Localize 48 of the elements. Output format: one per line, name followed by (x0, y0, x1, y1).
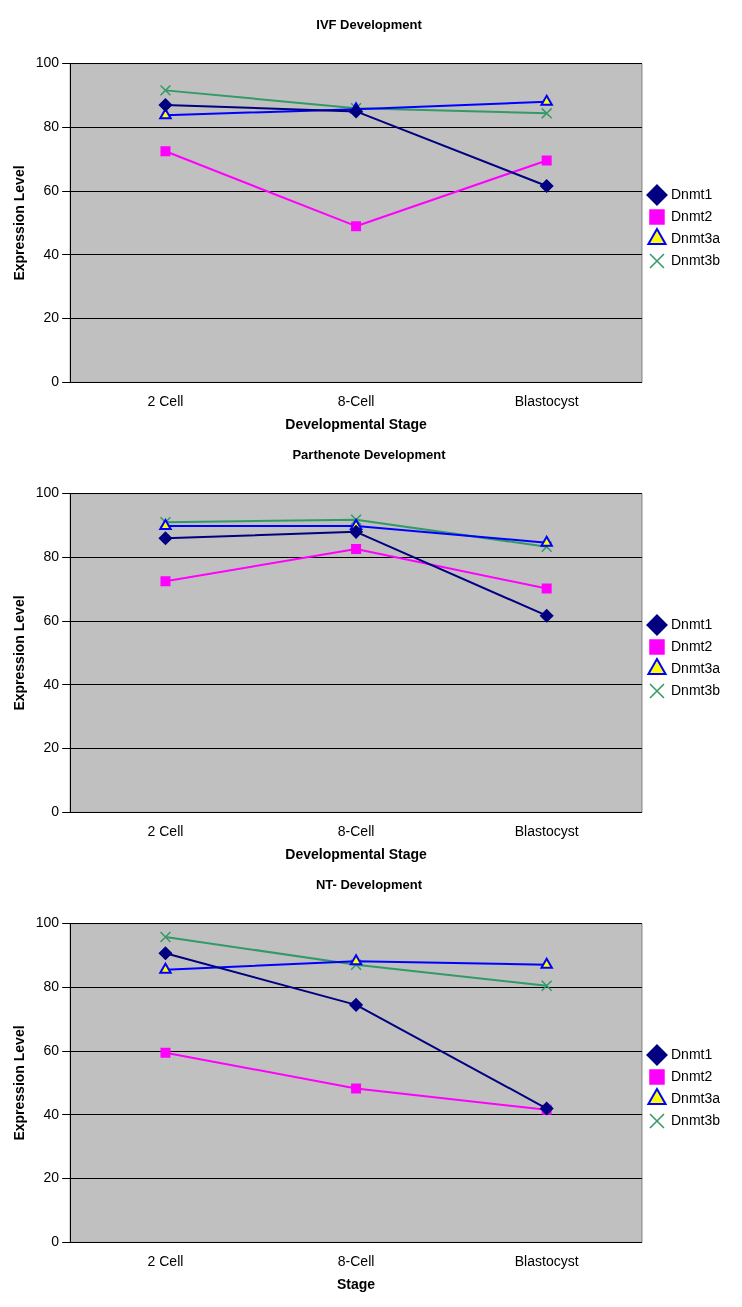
y-axis-title: Expression Level (11, 595, 28, 711)
y-tick-label: 80 (43, 548, 60, 565)
legend-label: Dnmt3a (670, 659, 721, 676)
legend-label: Dnmt3b (670, 1111, 721, 1128)
x-tick-label: Blastocyst (514, 822, 579, 839)
x-axis-title: Developmental Stage (285, 416, 428, 433)
y-tick-label: 40 (43, 245, 60, 262)
legend-label: Dnmt3a (670, 1089, 721, 1106)
y-tick-label: 0 (51, 373, 60, 390)
legend-label: Dnmt1 (670, 1045, 713, 1062)
x-tick-label: 8-Cell (337, 822, 375, 839)
y-tick-label: 20 (43, 309, 60, 326)
x-tick-label: 8-Cell (337, 1252, 375, 1269)
y-tick-label: 100 (35, 914, 60, 931)
legend-label: Dnmt1 (670, 185, 713, 202)
legend-label: Dnmt2 (670, 637, 713, 654)
y-axis-title: Expression Level (11, 165, 28, 281)
x-tick-label: 2 Cell (147, 392, 184, 409)
x-tick-label: 2 Cell (147, 822, 184, 839)
x-tick-label: 8-Cell (337, 392, 375, 409)
legend-label: Dnmt2 (670, 207, 713, 224)
y-axis-title: Expression Level (11, 1025, 28, 1141)
x-axis-title: Developmental Stage (285, 846, 428, 863)
y-tick-label: 60 (43, 1041, 60, 1058)
y-tick-label: 0 (51, 803, 60, 820)
x-tick-label: Blastocyst (514, 392, 579, 409)
y-tick-label: 20 (43, 1169, 60, 1186)
y-tick-label: 40 (43, 675, 60, 692)
y-tick-label: 60 (43, 181, 60, 198)
x-axis-title: Stage (337, 1276, 376, 1293)
y-tick-label: 100 (35, 54, 60, 71)
x-tick-label: 2 Cell (147, 1252, 184, 1269)
chart-title: Parthenote Development (292, 447, 447, 463)
x-tick-label: Blastocyst (514, 1252, 579, 1269)
chart-title: NT- Development (315, 877, 423, 893)
legend-label: Dnmt3a (670, 229, 721, 246)
y-tick-label: 100 (35, 484, 60, 501)
legend-label: Dnmt3b (670, 251, 721, 268)
y-tick-label: 80 (43, 118, 60, 135)
legend-label: Dnmt2 (670, 1067, 713, 1084)
legend-label: Dnmt1 (670, 615, 713, 632)
chart-title: IVF Development (316, 17, 423, 33)
y-tick-label: 0 (51, 1233, 60, 1250)
y-tick-label: 60 (43, 611, 60, 628)
y-tick-label: 20 (43, 739, 60, 756)
legend-label: Dnmt3b (670, 681, 721, 698)
y-tick-label: 80 (43, 978, 60, 995)
y-tick-label: 40 (43, 1105, 60, 1122)
